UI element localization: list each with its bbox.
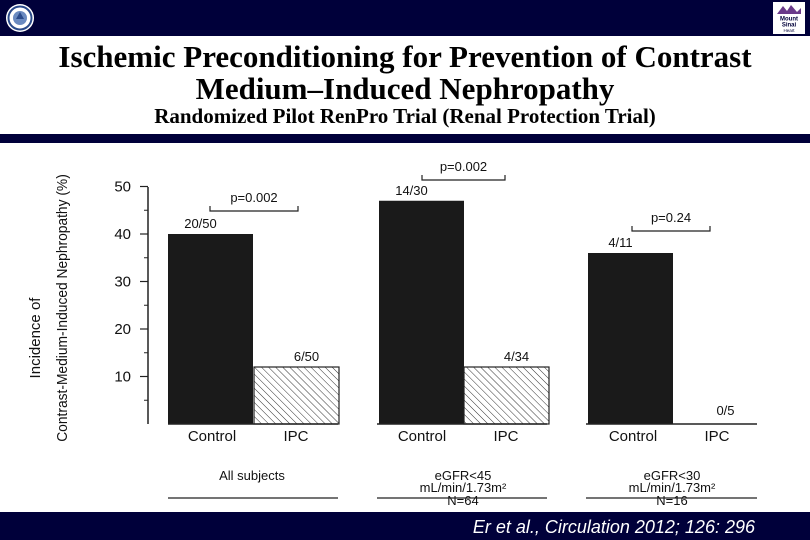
bar-chart: 10 20 30 40 50 Incidence of Contrast-Medium-In… (27, 159, 757, 508)
bar-data-label: 6/50 (294, 349, 319, 364)
group-label: eGFR<30 (644, 468, 701, 483)
bar-ipc (253, 366, 340, 425)
bar-control (168, 234, 253, 424)
logo-text-line1: Mount (780, 17, 798, 23)
y-tick-label: 50 (114, 179, 131, 196)
group-label-line3: N=64 (447, 493, 478, 508)
y-axis-label-line2: Contrast-Medium-Induced Nephropathy (%) (55, 174, 72, 442)
page-title-line2: Medium–Induced Nephropathy (195, 71, 615, 106)
group-label: All subjects (219, 468, 285, 483)
p-value-bracket (421, 175, 506, 181)
page-title-line1: Ischemic Preconditioning for Prevention … (58, 39, 752, 74)
bar-data-label: 0/5 (716, 403, 734, 418)
x-category-label: IPC (283, 428, 308, 445)
p-value-label: p=0.24 (651, 210, 691, 225)
bar-data-label: 14/30 (395, 183, 428, 198)
institution-seal-icon (6, 4, 34, 32)
group-label-line3: N=16 (656, 493, 687, 508)
group-label-line2: mL/min/1.73m² (629, 480, 716, 495)
p-value-bracket (631, 226, 711, 232)
bar-data-label: 4/34 (504, 349, 529, 364)
x-category-label: IPC (493, 428, 518, 445)
group-label-line2: mL/min/1.73m² (420, 480, 507, 495)
y-tick-label: 10 (114, 369, 131, 386)
logo-text-line2: Sinai (782, 23, 797, 29)
bar-data-label: 20/50 (184, 216, 217, 231)
x-category-label: IPC (704, 428, 729, 445)
bar-control (379, 200, 464, 424)
y-tick-label: 40 (114, 226, 131, 243)
citation-text: Er et al., Circulation 2012; 126: 296 (472, 517, 755, 537)
x-category-label: Control (188, 428, 236, 445)
top-bar: Mount Sinai Heart (0, 0, 810, 36)
group-label: eGFR<45 (435, 468, 492, 483)
title-divider (0, 134, 810, 143)
bar-ipc (463, 366, 550, 425)
mount-sinai-logo-icon: Mount Sinai Heart (773, 2, 805, 34)
y-tick-label: 20 (114, 321, 131, 338)
p-value-label: p=0.002 (230, 190, 277, 205)
footer-bar (0, 512, 810, 540)
p-value-bracket (209, 206, 299, 212)
y-tick-label: 30 (114, 274, 131, 291)
page-subtitle: Randomized Pilot RenPro Trial (Renal Pro… (154, 104, 656, 128)
bar-data-label: 4/11 (608, 235, 632, 250)
bar-control (588, 253, 673, 424)
x-category-label: Control (398, 428, 446, 445)
p-value-label: p=0.002 (440, 159, 487, 174)
x-category-label: Control (609, 428, 657, 445)
logo-text-line3: Heart (783, 28, 795, 33)
y-axis-label-line1: Incidence of (27, 297, 44, 379)
